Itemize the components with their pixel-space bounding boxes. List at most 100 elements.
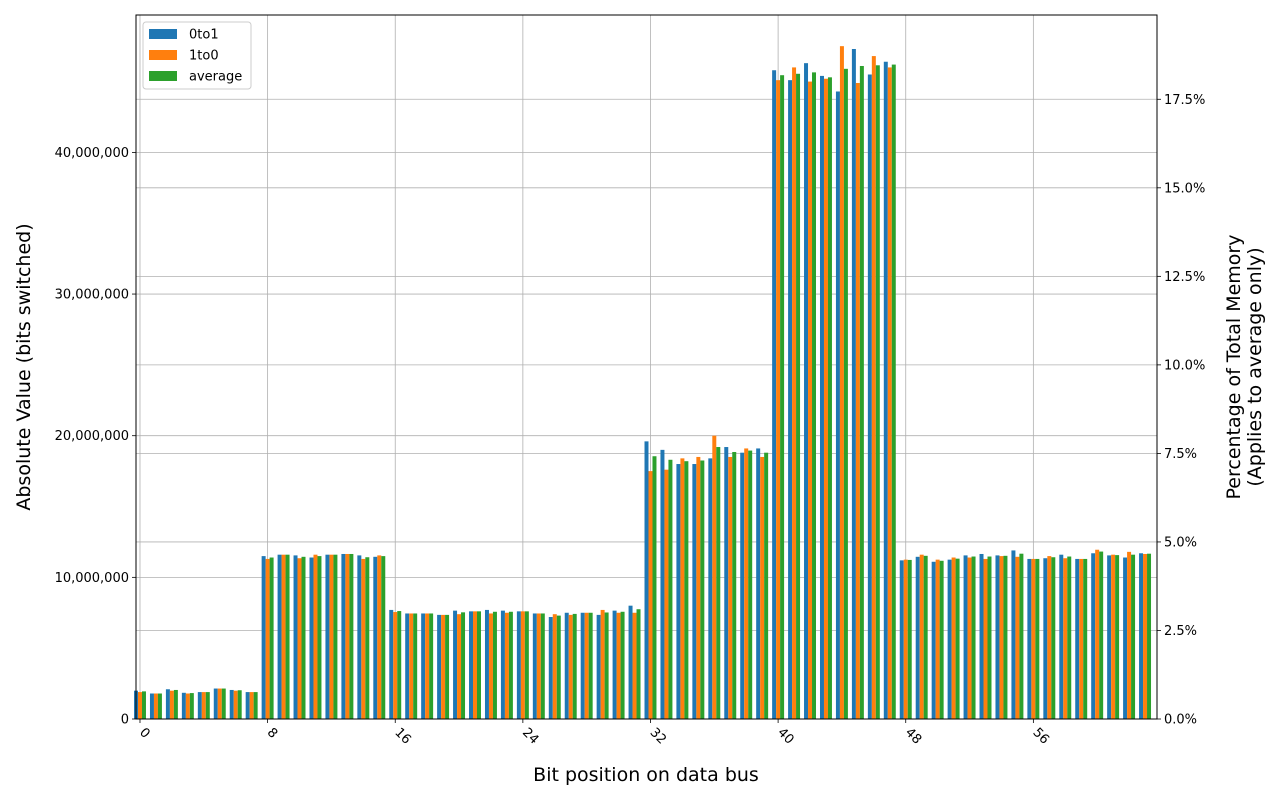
bar-average-24 xyxy=(524,611,529,719)
bar-1to0-55 xyxy=(1015,556,1020,719)
bar-average-45 xyxy=(859,65,864,720)
bar-0to1-10 xyxy=(293,555,298,719)
bar-1to0-22 xyxy=(488,613,493,719)
bar-average-23 xyxy=(508,611,513,719)
bar-0to1-16 xyxy=(389,609,394,719)
y-tick-label: 40,000,000 xyxy=(55,146,129,161)
bar-1to0-27 xyxy=(568,614,573,719)
bar-0to1-54 xyxy=(995,555,1000,719)
bar-0to1-6 xyxy=(229,689,234,719)
bar-0to1-21 xyxy=(469,611,474,719)
bar-0to1-56 xyxy=(1027,558,1032,719)
bar-1to0-59 xyxy=(1079,558,1084,719)
bar-1to0-1 xyxy=(153,693,158,719)
bar-1to0-11 xyxy=(313,554,318,719)
bar-average-18 xyxy=(429,613,434,719)
bar-1to0-37 xyxy=(728,456,733,719)
bar-average-58 xyxy=(1067,556,1072,719)
bar-1to0-14 xyxy=(361,558,366,719)
bar-1to0-35 xyxy=(696,456,701,719)
bar-1to0-10 xyxy=(297,558,302,719)
bar-average-41 xyxy=(796,73,801,719)
bar-0to1-63 xyxy=(1139,553,1144,719)
bar-0to1-1 xyxy=(149,693,154,719)
bar-0to1-31 xyxy=(628,605,633,719)
bar-1to0-6 xyxy=(233,690,238,719)
bar-0to1-22 xyxy=(484,609,489,719)
bar-0to1-43 xyxy=(819,75,824,720)
bar-1to0-33 xyxy=(664,469,669,719)
bar-average-48 xyxy=(907,559,912,719)
bar-1to0-15 xyxy=(377,555,382,719)
bar-0to1-12 xyxy=(325,554,330,719)
bar-0to1-19 xyxy=(437,614,442,719)
bar-0to1-13 xyxy=(341,553,346,719)
bar-1to0-51 xyxy=(951,557,956,719)
bar-average-14 xyxy=(365,557,370,719)
bar-1to0-7 xyxy=(249,692,254,719)
bar-1to0-60 xyxy=(1095,549,1100,719)
x-axis-title: Bit position on data bus xyxy=(533,764,759,786)
bar-0to1-35 xyxy=(692,464,697,719)
legend-label-average: average xyxy=(189,70,242,85)
bar-1to0-12 xyxy=(329,554,334,719)
bar-0to1-55 xyxy=(1011,550,1016,719)
bar-1to0-8 xyxy=(265,558,270,719)
bar-1to0-36 xyxy=(712,435,717,719)
legend-swatch-average xyxy=(149,71,177,81)
bar-1to0-57 xyxy=(1047,556,1052,719)
bar-1to0-45 xyxy=(855,82,860,720)
y-tick-label: 20,000,000 xyxy=(55,429,129,444)
bar-average-28 xyxy=(588,612,593,719)
bar-0to1-29 xyxy=(596,614,601,719)
bar-average-29 xyxy=(604,612,609,719)
bar-1to0-32 xyxy=(648,471,653,719)
bar-average-49 xyxy=(923,555,928,719)
bar-1to0-24 xyxy=(520,611,525,719)
y2-tick-label: 0.0% xyxy=(1164,713,1197,728)
bar-average-56 xyxy=(1035,558,1040,719)
bar-1to0-47 xyxy=(887,67,892,719)
bar-average-1 xyxy=(157,693,162,719)
bar-0to1-37 xyxy=(724,447,729,719)
bar-0to1-50 xyxy=(931,561,936,719)
bar-average-12 xyxy=(333,554,338,719)
bar-average-11 xyxy=(317,556,322,719)
bar-0to1-41 xyxy=(788,80,793,720)
bar-1to0-39 xyxy=(760,456,765,719)
bar-1to0-62 xyxy=(1127,551,1132,719)
bar-0to1-53 xyxy=(979,553,984,719)
bar-0to1-33 xyxy=(660,449,665,719)
bar-average-10 xyxy=(301,556,306,719)
bar-0to1-52 xyxy=(963,555,968,719)
bar-1to0-43 xyxy=(823,78,828,720)
bar-average-7 xyxy=(253,692,258,719)
bar-average-34 xyxy=(684,461,689,719)
bar-average-8 xyxy=(269,557,274,719)
bar-average-22 xyxy=(492,611,497,719)
y2-tick-label: 17.5% xyxy=(1164,93,1205,108)
bar-0to1-62 xyxy=(1123,557,1128,719)
bar-0to1-32 xyxy=(644,441,649,719)
bar-1to0-63 xyxy=(1143,553,1148,719)
bar-1to0-18 xyxy=(425,613,430,719)
bar-1to0-23 xyxy=(504,612,509,719)
legend: 0to1 1to0 average xyxy=(142,21,252,90)
bar-average-13 xyxy=(349,553,354,719)
bar-0to1-45 xyxy=(851,48,856,720)
bar-0to1-58 xyxy=(1059,554,1064,719)
bar-0to1-9 xyxy=(277,554,282,719)
bar-1to0-28 xyxy=(584,612,589,719)
bar-0to1-20 xyxy=(453,610,458,719)
bar-1to0-56 xyxy=(1031,558,1036,719)
bar-1to0-54 xyxy=(999,556,1004,719)
y-axis-title: Absolute Value (bits switched) xyxy=(13,223,35,510)
bar-1to0-58 xyxy=(1063,558,1068,719)
bar-0to1-4 xyxy=(197,692,202,719)
bar-0to1-36 xyxy=(708,458,713,719)
bar-0to1-3 xyxy=(181,692,186,719)
bar-0to1-51 xyxy=(947,559,952,719)
bar-average-38 xyxy=(748,450,753,719)
bar-1to0-53 xyxy=(983,558,988,719)
